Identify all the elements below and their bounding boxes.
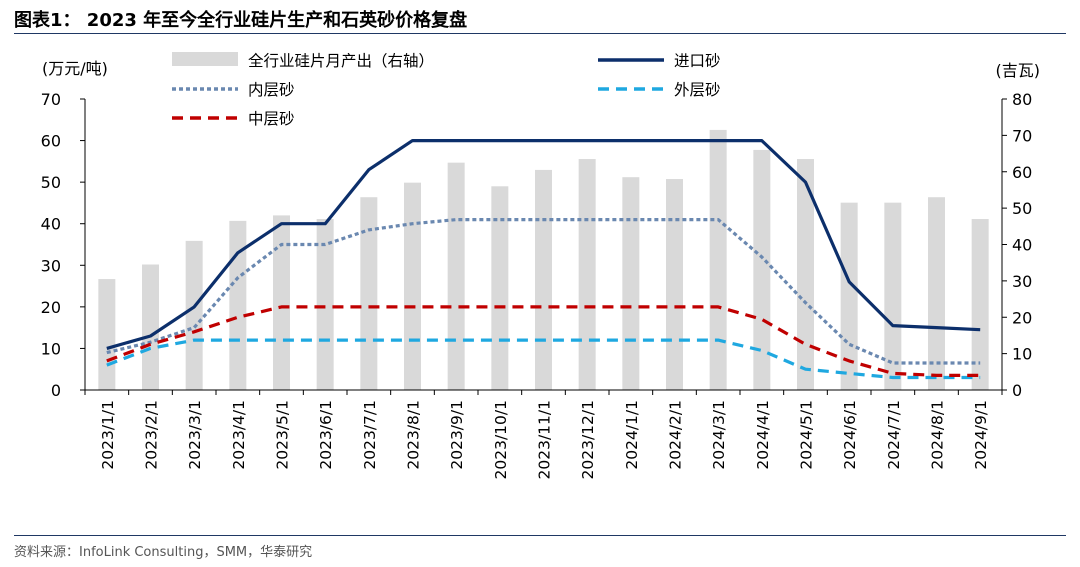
x-tick-label: 2023/9/1 (448, 400, 466, 470)
bar (142, 264, 159, 390)
x-tick-label: 2023/12/1 (579, 400, 597, 479)
left-tick-label: 10 (41, 339, 61, 358)
right-tick-label: 50 (1012, 199, 1032, 218)
x-tick-label: 2023/3/1 (186, 400, 204, 470)
left-tick-label: 70 (41, 90, 61, 109)
bar (229, 220, 247, 390)
x-tick-label: 2023/7/1 (361, 400, 379, 470)
legend-label: 外层砂 (674, 81, 721, 99)
left-tick-label: 60 (41, 132, 61, 151)
x-tick-label: 2024/1/1 (623, 400, 641, 470)
legend-swatch-bar (172, 52, 238, 66)
right-tick-label: 40 (1012, 236, 1032, 255)
bar (971, 219, 989, 390)
bar (273, 215, 290, 390)
bar (98, 279, 116, 390)
right-tick-label: 70 (1012, 126, 1032, 145)
series-line (106, 218, 981, 365)
bar (447, 162, 465, 390)
right-tick-label: 80 (1012, 90, 1032, 109)
series-line (106, 338, 981, 380)
bar (709, 129, 727, 390)
left-tick-label: 50 (41, 173, 61, 192)
x-tick-label: 2023/2/1 (143, 400, 161, 470)
bar (185, 240, 203, 390)
legend-label: 全行业硅片月产出（右轴） (248, 52, 434, 70)
bar (622, 177, 640, 390)
bar (666, 179, 683, 390)
right-tick-label: 20 (1012, 308, 1032, 327)
x-tick-label: 2024/9/1 (972, 400, 990, 470)
bar (884, 202, 902, 390)
x-tick-label: 2024/7/1 (885, 400, 903, 470)
bar (928, 197, 945, 390)
left-tick-label: 30 (41, 256, 61, 275)
legend-label: 进口砂 (674, 52, 721, 70)
bar (840, 202, 858, 390)
source-rule (14, 535, 1066, 536)
x-tick-label: 2024/6/1 (841, 400, 859, 470)
right-tick-label: 0 (1012, 381, 1022, 400)
left-tick-label: 40 (41, 215, 61, 234)
bar (578, 159, 596, 390)
series-line (106, 305, 981, 377)
x-tick-label: 2023/5/1 (274, 400, 292, 470)
legend-label: 内层砂 (248, 81, 295, 99)
x-tick-label: 2023/6/1 (317, 400, 335, 470)
right-axis-label: (吉瓦) (996, 61, 1041, 80)
bar (404, 182, 421, 390)
source-note: 资料来源：InfoLink Consulting，SMM，华泰研究 (14, 545, 313, 560)
right-tick-label: 60 (1012, 163, 1032, 182)
bar (535, 169, 552, 390)
bar (316, 219, 334, 390)
series-line (106, 139, 981, 350)
x-tick-label: 2024/8/1 (929, 400, 947, 470)
figure-title: 图表1： 2023 年至今全行业硅片生产和石英砂价格复盘 (14, 10, 468, 31)
left-axis-label: (万元/吨) (42, 59, 108, 78)
right-tick-label: 10 (1012, 345, 1032, 364)
x-tick-label: 2023/4/1 (230, 400, 248, 470)
x-tick-label: 2023/8/1 (405, 400, 423, 470)
x-tick-label: 2024/5/1 (798, 400, 816, 470)
left-tick-label: 0 (51, 381, 61, 400)
legend-label: 中层砂 (248, 110, 295, 128)
x-tick-label: 2024/4/1 (754, 400, 772, 470)
x-tick-label: 2023/11/1 (536, 400, 554, 479)
bar (753, 149, 771, 390)
x-tick-label: 2023/1/1 (99, 400, 117, 470)
x-tick-label: 2023/10/1 (492, 400, 510, 479)
title-rule (14, 33, 1066, 34)
x-tick-label: 2024/3/1 (710, 400, 728, 470)
bar (797, 159, 814, 390)
bar (491, 186, 509, 390)
bar (360, 197, 378, 390)
x-tick-label: 2024/2/1 (667, 400, 685, 470)
right-tick-label: 30 (1012, 272, 1032, 291)
left-tick-label: 20 (41, 298, 61, 317)
